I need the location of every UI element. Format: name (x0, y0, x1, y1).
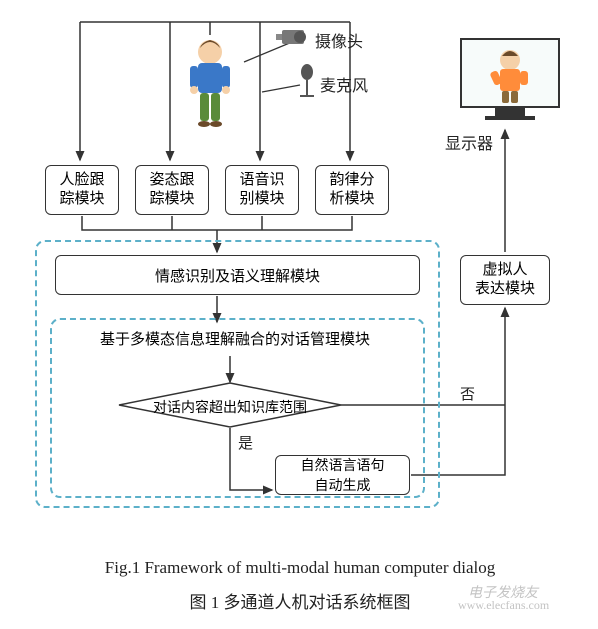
speech-recognition-module: 语音识别模块 (225, 165, 299, 215)
microphone-label: 麦克风 (320, 72, 368, 96)
decision-no-label: 否 (460, 383, 475, 404)
dialog-management-label: 基于多模态信息理解融合的对话管理模块 (60, 328, 410, 349)
person-figure (190, 40, 230, 127)
prosody-analysis-module: 韵律分析模块 (315, 165, 389, 215)
camera-icon (276, 30, 306, 44)
display-monitor (455, 38, 565, 128)
nlg-module: 自然语言语句自动生成 (275, 455, 410, 495)
face-tracking-module: 人脸跟踪模块 (45, 165, 119, 215)
display-label: 显示器 (445, 130, 493, 154)
caption-chinese: 图 1 多通道人机对话系统框图 (100, 588, 500, 613)
camera-label: 摄像头 (315, 28, 363, 52)
emotion-semantic-module: 情感识别及语义理解模块 (55, 255, 420, 295)
watermark-url: www.elecfans.com (458, 598, 549, 613)
gesture-tracking-module: 姿态跟踪模块 (135, 165, 209, 215)
decision-yes-label: 是 (238, 432, 253, 453)
caption-english: Fig.1 Framework of multi-modal human com… (35, 558, 565, 578)
avatar-expression-module: 虚拟人表达模块 (460, 255, 550, 305)
microphone-icon (300, 64, 314, 96)
diagram-canvas: 摄像头 麦克风 显示器 人脸跟踪模块 姿态跟踪模块 语音识别模块 韵律分析模块 (0, 0, 598, 629)
